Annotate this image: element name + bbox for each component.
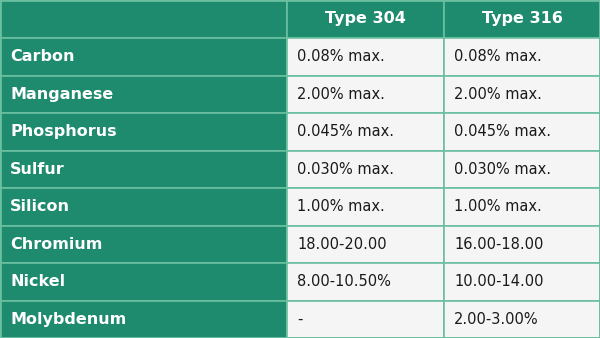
Bar [444,150,600,188]
Text: 16.00-18.00: 16.00-18.00 [454,237,544,252]
Text: Carbon: Carbon [10,49,74,64]
Bar [287,150,444,188]
Bar [444,0,600,38]
Text: Sulfur: Sulfur [10,162,65,177]
Text: Nickel: Nickel [10,274,65,289]
Bar [444,113,600,150]
Text: 2.00% max.: 2.00% max. [454,87,542,102]
Text: 0.030% max.: 0.030% max. [454,162,551,177]
Text: 2.00-3.00%: 2.00-3.00% [454,312,539,327]
Bar [444,263,600,300]
Text: 8.00-10.50%: 8.00-10.50% [297,274,391,289]
Bar [0,75,287,113]
Bar [0,113,287,150]
Bar [444,225,600,263]
Bar [0,0,287,38]
Text: 1.00% max.: 1.00% max. [454,199,542,214]
Text: Silicon: Silicon [10,199,70,214]
Text: 0.045% max.: 0.045% max. [297,124,394,139]
Bar [287,300,444,338]
Bar [287,113,444,150]
Text: Manganese: Manganese [10,87,113,102]
Text: Chromium: Chromium [10,237,103,252]
Text: 1.00% max.: 1.00% max. [297,199,385,214]
Bar [287,188,444,225]
Text: -: - [297,312,302,327]
Bar [287,0,444,38]
Bar [287,225,444,263]
Bar [0,263,287,300]
Text: Type 304: Type 304 [325,11,406,26]
Bar [444,75,600,113]
Text: Molybdenum: Molybdenum [10,312,126,327]
Bar [0,38,287,75]
Text: 2.00% max.: 2.00% max. [297,87,385,102]
Bar [287,75,444,113]
Text: 0.08% max.: 0.08% max. [297,49,385,64]
Text: 18.00-20.00: 18.00-20.00 [297,237,386,252]
Bar [0,300,287,338]
Text: 0.030% max.: 0.030% max. [297,162,394,177]
Text: 0.045% max.: 0.045% max. [454,124,551,139]
Text: 10.00-14.00: 10.00-14.00 [454,274,544,289]
Bar [0,188,287,225]
Text: Type 316: Type 316 [482,11,562,26]
Bar [444,300,600,338]
Bar [444,188,600,225]
Text: 0.08% max.: 0.08% max. [454,49,542,64]
Bar [0,225,287,263]
Text: Phosphorus: Phosphorus [10,124,116,139]
Bar [0,150,287,188]
Bar [287,263,444,300]
Bar [287,38,444,75]
Bar [444,38,600,75]
